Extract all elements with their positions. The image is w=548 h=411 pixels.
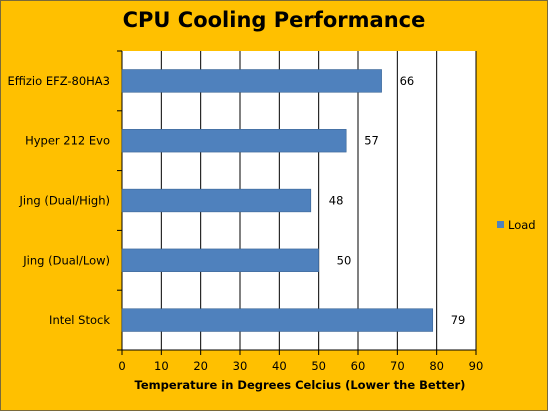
category-label: Effizio EFZ-80HA3 bbox=[8, 74, 110, 88]
legend-label: Load bbox=[508, 218, 536, 232]
x-tick-label: 80 bbox=[429, 359, 444, 373]
bar[interactable] bbox=[121, 188, 312, 213]
x-tick-label: 90 bbox=[469, 359, 484, 373]
legend-swatch bbox=[497, 221, 504, 228]
x-tick-label: 20 bbox=[193, 359, 208, 373]
x-tick-label: 40 bbox=[272, 359, 287, 373]
data-label: 66 bbox=[400, 74, 415, 88]
data-label: 79 bbox=[451, 313, 466, 327]
x-tick-label: 0 bbox=[118, 359, 125, 373]
category-label: Intel Stock bbox=[49, 313, 110, 327]
x-axis-label: Temperature in Degrees Celcius (Lower th… bbox=[135, 378, 466, 392]
data-label: 57 bbox=[364, 134, 379, 148]
x-tick-label: 10 bbox=[154, 359, 169, 373]
data-label: 50 bbox=[337, 253, 352, 267]
category-label: Jing (Dual/High) bbox=[19, 194, 111, 208]
bar[interactable] bbox=[121, 248, 319, 272]
data-label: 48 bbox=[329, 194, 344, 208]
x-tick-label: 50 bbox=[311, 359, 326, 373]
category-label: Hyper 212 Evo bbox=[25, 134, 110, 148]
category-label: Jing (Dual/Low) bbox=[22, 253, 110, 267]
chart-title: CPU Cooling Performance bbox=[122, 8, 426, 32]
bar[interactable] bbox=[121, 69, 382, 93]
x-tick-label: 30 bbox=[233, 359, 248, 373]
bar[interactable] bbox=[121, 308, 434, 332]
x-tick-label: 60 bbox=[351, 359, 366, 373]
bar[interactable] bbox=[121, 129, 347, 153]
x-tick-label: 70 bbox=[390, 359, 405, 373]
